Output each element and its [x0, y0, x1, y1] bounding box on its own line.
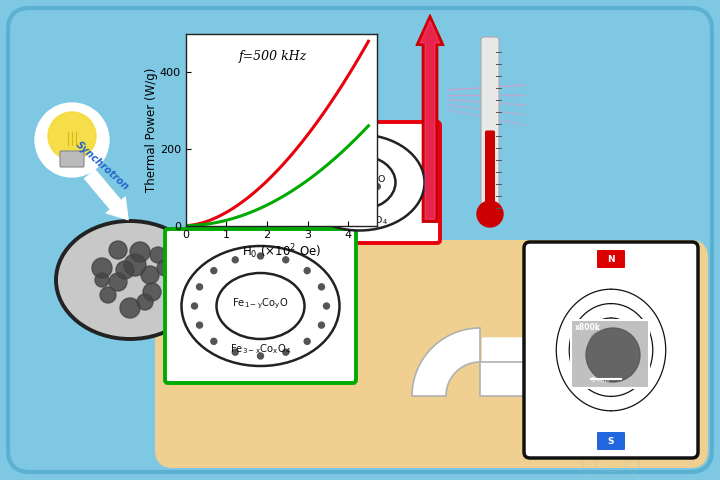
FancyArrowPatch shape — [84, 169, 128, 220]
Circle shape — [109, 273, 127, 291]
Text: 5 nm: 5 nm — [591, 377, 609, 383]
Circle shape — [100, 287, 116, 303]
Text: N: N — [607, 254, 615, 264]
Circle shape — [589, 331, 617, 359]
Circle shape — [371, 176, 377, 181]
FancyBboxPatch shape — [597, 432, 625, 450]
Circle shape — [192, 303, 197, 309]
Circle shape — [211, 268, 217, 274]
FancyBboxPatch shape — [165, 229, 356, 383]
Circle shape — [356, 174, 362, 180]
Ellipse shape — [323, 156, 395, 209]
Circle shape — [258, 353, 264, 359]
Text: Synchrotron: Synchrotron — [74, 139, 131, 192]
Circle shape — [348, 192, 354, 197]
FancyBboxPatch shape — [279, 122, 440, 243]
FancyBboxPatch shape — [524, 242, 698, 458]
Y-axis label: Thermal Power (W/g): Thermal Power (W/g) — [145, 67, 158, 192]
FancyArrowPatch shape — [416, 15, 444, 222]
Bar — [571, 320, 649, 388]
Circle shape — [304, 338, 310, 344]
FancyArrowPatch shape — [420, 21, 440, 219]
FancyBboxPatch shape — [60, 151, 84, 167]
Circle shape — [150, 247, 166, 263]
Circle shape — [283, 349, 289, 355]
Text: x800k: x800k — [575, 323, 601, 332]
Circle shape — [92, 258, 112, 278]
Polygon shape — [412, 328, 480, 396]
Circle shape — [233, 257, 238, 263]
FancyBboxPatch shape — [481, 37, 499, 215]
Text: S: S — [608, 436, 614, 445]
Circle shape — [95, 273, 109, 287]
Ellipse shape — [181, 246, 340, 366]
Circle shape — [586, 328, 640, 382]
Circle shape — [323, 303, 330, 309]
Circle shape — [48, 112, 96, 160]
Text: $\mathrm{Fe_{3-x}Co_xO_4}$: $\mathrm{Fe_{3-x}Co_xO_4}$ — [230, 342, 291, 356]
Circle shape — [341, 178, 346, 183]
Circle shape — [477, 201, 503, 227]
Circle shape — [304, 268, 310, 274]
FancyBboxPatch shape — [597, 250, 625, 268]
Text: $\mathrm{Fe_{3-x}Co_xO_4}$: $\mathrm{Fe_{3-x}Co_xO_4}$ — [330, 214, 389, 227]
Circle shape — [130, 242, 150, 262]
Circle shape — [361, 166, 366, 171]
Circle shape — [374, 184, 380, 189]
Circle shape — [109, 241, 127, 259]
FancyBboxPatch shape — [155, 240, 708, 468]
Ellipse shape — [294, 134, 425, 230]
Circle shape — [283, 257, 289, 263]
Text: $\mathrm{Fe_{1-y}Co_yO}$: $\mathrm{Fe_{1-y}Co_yO}$ — [333, 174, 387, 187]
Circle shape — [197, 284, 202, 290]
Circle shape — [318, 322, 325, 328]
Circle shape — [120, 298, 140, 318]
Circle shape — [116, 261, 134, 279]
Text: $\mathrm{Fe_{1-y}Co_yO}$: $\mathrm{Fe_{1-y}Co_yO}$ — [233, 297, 289, 311]
FancyArrowPatch shape — [577, 245, 658, 359]
Circle shape — [258, 253, 264, 259]
FancyBboxPatch shape — [485, 131, 495, 214]
Circle shape — [366, 168, 372, 173]
Circle shape — [211, 338, 217, 344]
Circle shape — [143, 283, 161, 301]
Polygon shape — [204, 250, 324, 310]
Circle shape — [318, 284, 325, 290]
Text: f=500 kHz: f=500 kHz — [239, 50, 307, 63]
Circle shape — [35, 103, 109, 177]
Circle shape — [157, 260, 173, 276]
X-axis label: H$_0$ (×10$^2$ Oe): H$_0$ (×10$^2$ Oe) — [242, 242, 320, 261]
Circle shape — [124, 254, 146, 276]
Circle shape — [197, 322, 202, 328]
Circle shape — [137, 294, 153, 310]
Ellipse shape — [56, 221, 204, 339]
Ellipse shape — [217, 273, 305, 339]
Bar — [480, 362, 620, 396]
Circle shape — [353, 194, 359, 199]
Circle shape — [365, 188, 370, 193]
Circle shape — [345, 168, 351, 173]
Circle shape — [233, 349, 238, 355]
Circle shape — [141, 266, 159, 284]
